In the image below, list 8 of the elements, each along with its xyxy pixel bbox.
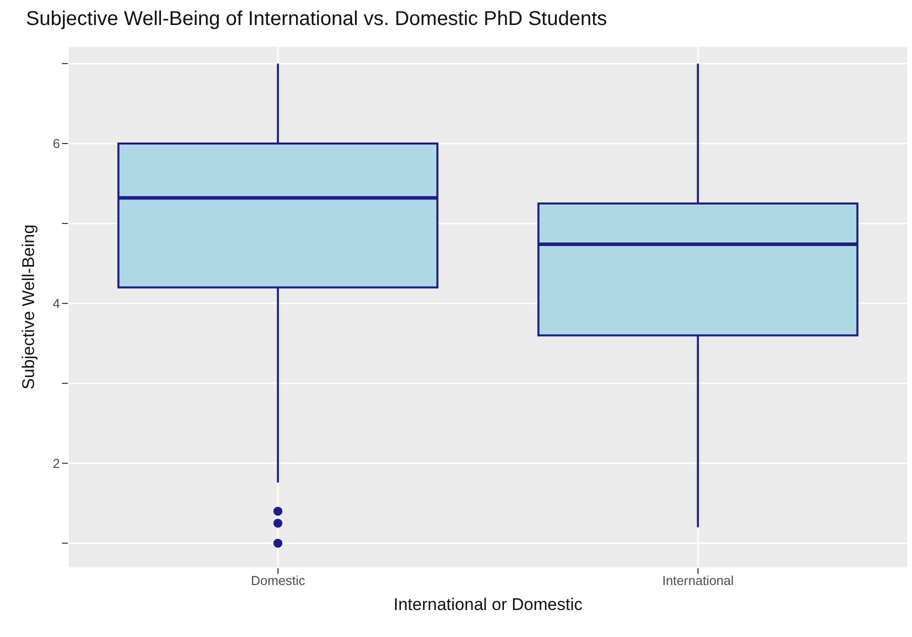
- chart-title: Subjective Well-Being of International vs. Domestic PhD Students: [25, 8, 608, 32]
- x-tick-label: International: [662, 573, 734, 588]
- y-tick-label: 2: [52, 456, 60, 471]
- y-tick-label: 4: [52, 296, 60, 312]
- y-tick-label: 6: [52, 136, 60, 152]
- x-axis-title: International or Domestic: [394, 595, 583, 614]
- x-tick-label: Domestic: [250, 573, 306, 588]
- y-axis-title: Subjective Well-Being: [19, 224, 38, 390]
